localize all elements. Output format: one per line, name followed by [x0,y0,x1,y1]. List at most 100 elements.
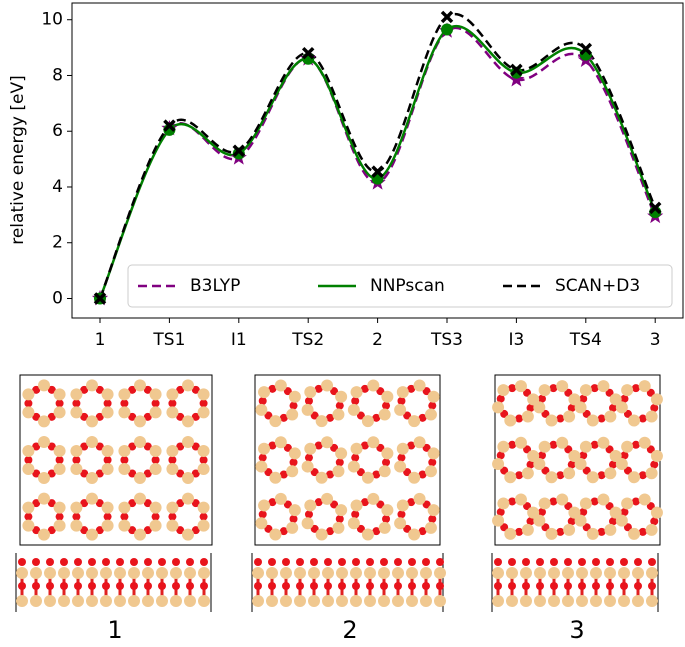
oxygen [422,500,431,509]
silicon [618,595,630,607]
silicon [424,465,437,478]
oxygen [418,527,427,536]
silicon [621,440,634,453]
silicon [308,595,320,607]
silicon [638,493,651,506]
oxygen [151,512,160,521]
silicon [308,567,320,579]
silicon [38,415,50,428]
oxygen [382,458,391,467]
y-tick-label: 6 [52,121,63,141]
oxygen [556,414,565,423]
silicon [381,447,394,460]
oxygen [151,456,160,464]
silicon [586,527,599,540]
silicon [22,445,35,457]
silicon [134,528,146,541]
y-axis-label: relative energy [eV] [8,75,28,245]
silicon [335,390,348,403]
oxygen [422,387,431,396]
oxygen [130,582,138,590]
oxygen [143,499,152,508]
oxygen [304,397,313,406]
silicon [86,567,98,579]
oxygen [191,469,200,478]
oxygen [168,456,177,464]
marker [93,292,107,305]
oxygen [310,582,318,590]
silicon [70,445,83,457]
silicon [301,403,314,416]
silicon [562,595,574,607]
marker [232,147,245,160]
oxygen [556,471,565,480]
oxygen [120,456,129,464]
oxygen [95,499,104,508]
oxygen [296,558,304,566]
silicon [166,501,179,514]
silicon [574,457,587,470]
oxygen [254,582,262,590]
silicon [361,415,374,428]
oxygen [515,471,524,480]
silicon [504,471,517,484]
silicon [427,504,440,517]
oxygen [356,524,365,533]
silicon [521,523,534,536]
oxygen [620,582,628,590]
oxygen [18,582,26,590]
oxygen [102,558,110,566]
silicon [347,517,360,530]
silicon [101,406,114,419]
silicon [38,379,50,392]
oxygen [407,498,416,507]
oxygen [176,442,185,451]
silicon [53,388,66,401]
silicon [427,447,440,460]
silicon [378,595,390,607]
marker [648,201,662,215]
oxygen [380,558,388,566]
oxygen [55,512,64,521]
oxygen [436,558,444,566]
oxygen [80,412,89,421]
oxygen [324,582,332,590]
structure-label: 1 [107,616,122,643]
silicon [142,595,154,607]
silicon [350,386,363,399]
silicon [514,380,527,393]
oxygen [646,445,655,454]
silicon [514,493,527,506]
silicon [427,390,440,403]
oxygen [46,582,54,590]
silicon [361,528,374,541]
silicon [134,415,146,428]
silicon [315,471,328,484]
oxygen [310,468,319,477]
oxygen [372,527,381,536]
silicon [548,567,560,579]
oxygen [144,582,152,590]
oxygen [634,558,642,566]
silicon [182,415,194,428]
oxygen [310,524,319,533]
silicon [288,390,301,403]
oxygen [103,456,112,464]
silicon [335,504,348,517]
oxygen [335,401,344,410]
oxygen [55,399,64,408]
oxygen [496,508,505,517]
silicon [72,595,84,607]
silicon [492,595,504,607]
x-tick-label: I1 [231,330,247,350]
oxygen [80,526,89,535]
silicon [86,436,98,448]
silicon [53,519,66,532]
oxygen [283,443,292,452]
oxygen [582,466,591,475]
oxygen [650,460,659,469]
oxygen [128,442,137,451]
oxygen [186,558,194,566]
oxygen [397,510,406,519]
